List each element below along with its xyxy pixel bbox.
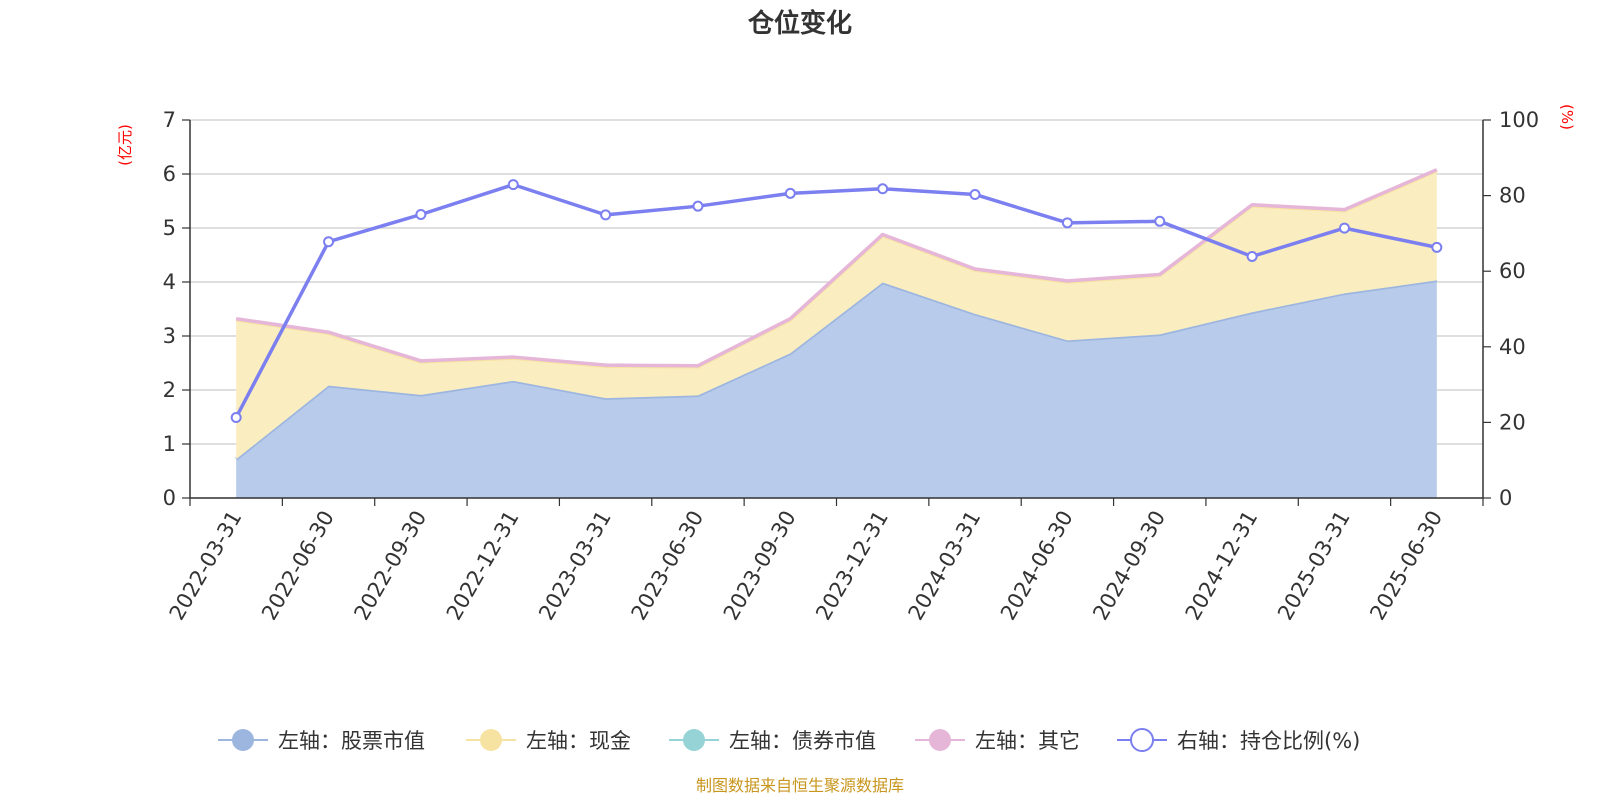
right-axis-tick-label: 80 <box>1499 184 1526 208</box>
legend-swatch-marker <box>1130 728 1154 752</box>
right-axis-tick-label: 20 <box>1499 410 1526 434</box>
right-axis-tick-label: 40 <box>1499 335 1526 359</box>
x-axis-tick-label: 2022-12-31 <box>442 507 524 625</box>
legend-label: 左轴：现金 <box>526 729 631 753</box>
x-axis-tick-label: 2022-06-30 <box>257 507 339 625</box>
line-point <box>1246 250 1258 262</box>
legend-item: 左轴：股票市值 <box>218 729 425 753</box>
legend-item: 左轴：债券市值 <box>669 729 876 753</box>
legend-item: 左轴：现金 <box>466 729 631 753</box>
x-axis-tick-label: 2023-03-31 <box>534 507 616 625</box>
data-source-note: 制图数据来自恒生聚源数据库 <box>696 776 904 795</box>
line-point <box>323 236 335 248</box>
legend-swatch-marker <box>683 729 705 751</box>
x-axis-tick-label: 2023-12-31 <box>811 507 893 625</box>
left-axis-tick-label: 3 <box>163 324 176 348</box>
x-axis-tick-label: 2022-03-31 <box>165 507 247 625</box>
legend: 左轴：股票市值 左轴：现金 左轴：债券市值 左轴：其它 右轴：持仓比例(%) <box>218 728 1360 753</box>
legend-item: 右轴：持仓比例(%) <box>1117 728 1360 753</box>
line-point <box>1061 217 1073 229</box>
right-axis-unit: (%) <box>1558 104 1576 130</box>
x-axis-tick-label: 2022-09-30 <box>349 507 431 625</box>
x-axis-tick-label: 2025-06-30 <box>1365 507 1447 625</box>
right-axis-tick-label: 0 <box>1499 486 1512 510</box>
line-point <box>969 188 981 200</box>
line-point <box>1154 215 1166 227</box>
x-axis-tick-label: 2024-12-31 <box>1181 507 1263 625</box>
left-axis-tick-label: 4 <box>163 270 176 294</box>
line-point <box>415 209 427 220</box>
left-axis-tick-label: 2 <box>163 378 176 402</box>
legend-swatch-marker <box>929 729 951 751</box>
line-point <box>1338 222 1350 234</box>
line-point <box>877 183 889 195</box>
left-axis-tick-label: 6 <box>163 162 176 186</box>
area-左轴：股票市值 <box>236 280 1437 498</box>
right-axis-tick-label: 100 <box>1499 108 1539 132</box>
legend-swatch-marker <box>480 729 502 751</box>
line-point <box>1431 241 1443 253</box>
x-axis-tick-label: 2023-09-30 <box>719 507 801 625</box>
line-point <box>692 200 704 212</box>
line-series <box>230 179 1443 423</box>
line-point <box>784 187 796 199</box>
x-axis-tick-label: 2024-06-30 <box>996 507 1078 625</box>
x-axis-tick-label: 2024-03-31 <box>904 507 986 625</box>
left-axis-tick-label: 1 <box>163 432 176 456</box>
x-axis-tick-label: 2023-06-30 <box>626 507 708 625</box>
line-point <box>600 209 612 221</box>
area-左轴：现金 <box>236 170 1437 460</box>
x-axis-tick-label: 2025-03-31 <box>1273 507 1355 625</box>
legend-label: 左轴：其它 <box>975 729 1080 753</box>
legend-label: 左轴：股票市值 <box>278 729 425 753</box>
left-axis-tick-label: 5 <box>163 216 176 240</box>
legend-label: 左轴：债券市值 <box>729 729 876 753</box>
area-series <box>235 168 1438 498</box>
chart-title: 仓位变化 <box>747 8 852 39</box>
legend-label: 右轴：持仓比例(%) <box>1177 729 1360 753</box>
line-point <box>230 411 242 423</box>
left-axis-unit: (亿元) <box>116 124 134 166</box>
x-axis-tick-label: 2024-09-30 <box>1088 507 1170 625</box>
line-右轴：持仓比例(%) <box>234 182 1438 419</box>
line-point <box>507 179 519 191</box>
right-axis-tick-label: 60 <box>1499 259 1526 283</box>
left-axis-tick-label: 0 <box>163 486 176 510</box>
left-axis-tick-label: 7 <box>163 108 176 132</box>
legend-swatch-marker <box>232 729 254 751</box>
area-edge-左轴：其它 <box>235 168 1438 368</box>
legend-item: 左轴：其它 <box>915 729 1080 753</box>
